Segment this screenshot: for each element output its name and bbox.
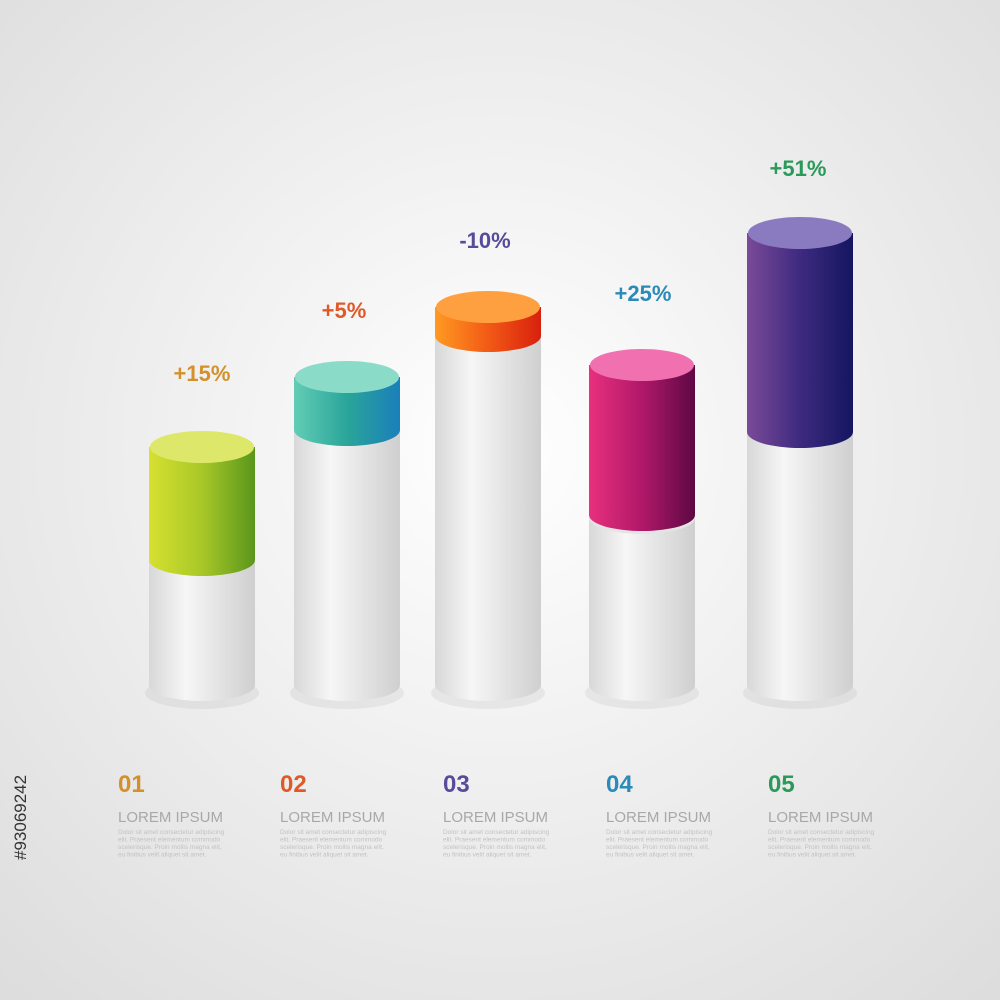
stock-id: #93069242 — [11, 775, 30, 860]
percent-label: +51% — [770, 156, 827, 181]
item-title: LOREM IPSUM — [280, 809, 385, 826]
item-title: LOREM IPSUM — [443, 809, 548, 826]
colored-top — [295, 361, 399, 393]
item-body: Dolor sit amet consectetur adipiscing — [118, 829, 225, 836]
item-body: Dolor sit amet consectetur adipiscing — [768, 829, 875, 836]
base-cylinder — [747, 430, 853, 701]
item-body: scelerisque. Proin mollis magna elit, — [118, 844, 222, 851]
colored-top — [436, 291, 540, 323]
item-number: 05 — [768, 771, 795, 798]
item-body: scelerisque. Proin mollis magna elit, — [768, 844, 872, 851]
item-number: 02 — [280, 771, 307, 798]
item-body: elit. Praesent elementum commodo — [118, 837, 221, 844]
base-cylinder — [589, 518, 695, 701]
percent-label: -10% — [459, 228, 510, 253]
base-cylinder — [149, 552, 255, 701]
base-cylinder — [294, 428, 400, 701]
colored-top — [590, 349, 694, 381]
colored-top — [748, 217, 852, 249]
colored-cylinder — [149, 447, 255, 576]
colored-top — [150, 431, 254, 463]
item-body: scelerisque. Proin mollis magna elit, — [280, 844, 384, 851]
item-body: elit. Praesent elementum commodo — [768, 837, 871, 844]
item-body: eu finibus velit aliquet sit amet. — [768, 852, 857, 859]
percent-label: +25% — [615, 281, 672, 306]
item-body: Dolor sit amet consectetur adipiscing — [443, 829, 550, 836]
item-number: 04 — [606, 771, 633, 798]
colored-cylinder — [589, 365, 695, 531]
percent-label: +15% — [174, 361, 231, 386]
item-body: eu finibus velit aliquet sit amet. — [606, 852, 695, 859]
item-body: Dolor sit amet consectetur adipiscing — [280, 829, 387, 836]
colored-cylinder — [294, 377, 400, 446]
base-cylinder — [435, 336, 541, 701]
item-body: Dolor sit amet consectetur adipiscing — [606, 829, 713, 836]
item-title: LOREM IPSUM — [118, 809, 223, 826]
item-body: elit. Praesent elementum commodo — [280, 837, 383, 844]
item-title: LOREM IPSUM — [606, 809, 711, 826]
item-body: scelerisque. Proin mollis magna elit, — [443, 844, 547, 851]
item-body: eu finibus velit aliquet sit amet. — [118, 852, 207, 859]
item-body: eu finibus velit aliquet sit amet. — [280, 852, 369, 859]
item-body: eu finibus velit aliquet sit amet. — [443, 852, 532, 859]
percent-label: +5% — [322, 298, 367, 323]
item-number: 03 — [443, 771, 470, 798]
item-title: LOREM IPSUM — [768, 809, 873, 826]
item-number: 01 — [118, 771, 145, 798]
colored-cylinder — [747, 233, 853, 448]
item-body: scelerisque. Proin mollis magna elit, — [606, 844, 710, 851]
item-body: elit. Praesent elementum commodo — [443, 837, 546, 844]
item-body: elit. Praesent elementum commodo — [606, 837, 709, 844]
